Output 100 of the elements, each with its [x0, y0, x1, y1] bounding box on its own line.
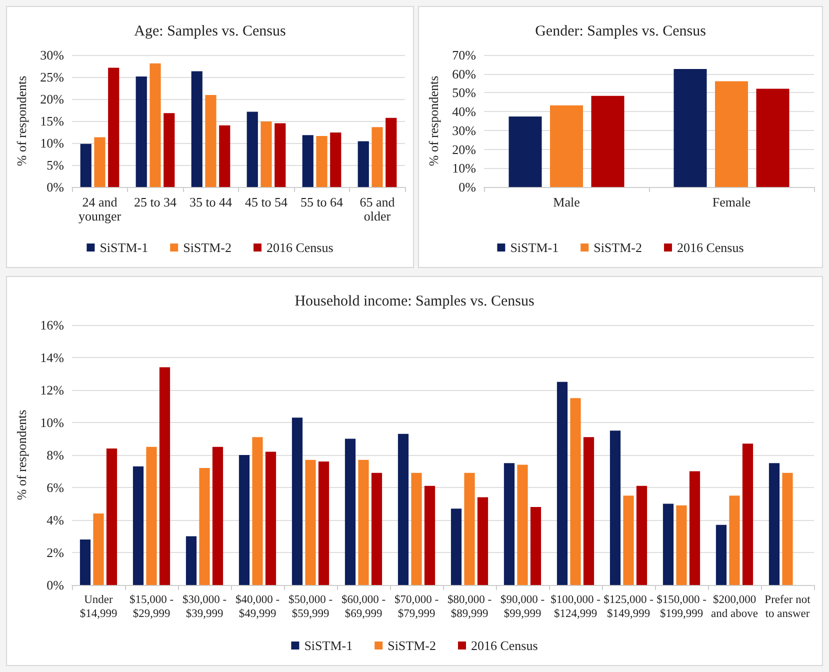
bar [386, 118, 397, 187]
bar [358, 141, 369, 187]
bar [132, 466, 144, 585]
bar [80, 144, 92, 187]
x-tick-label: $70,000 - $79,999 [394, 594, 439, 620]
bar [411, 472, 422, 585]
bar [550, 105, 583, 187]
bar [372, 127, 383, 187]
x-tick-label: $100,000 - $124,999 [550, 594, 601, 620]
bar [146, 446, 157, 585]
x-tick-label: $80,000 - $89,999 [447, 594, 492, 620]
x-tick-label: Female [712, 194, 751, 210]
legend-label: SiSTM-2 [594, 240, 642, 255]
legend-label: SiSTM-1 [304, 638, 353, 653]
x-tick-label: 25 to 34 [134, 194, 178, 210]
y-tick-label: 12% [40, 382, 64, 398]
bar [623, 496, 634, 585]
legend-label: SiSTM-2 [183, 240, 232, 255]
bar [164, 113, 175, 187]
x-tick-label: Under $14,999 [80, 594, 118, 620]
bar [330, 132, 342, 187]
y-tick-label: 14% [40, 350, 64, 365]
x-tick-label: $30,000 - $39,999 [182, 594, 227, 620]
bar [530, 507, 542, 585]
y-tick-label: 10% [452, 160, 476, 176]
bar [716, 524, 727, 585]
legend-label: SiSTM-2 [388, 638, 436, 653]
bar [150, 63, 161, 187]
y-tick-label: 20% [40, 92, 64, 106]
bar [570, 398, 581, 585]
y-axis-title: % of respondents [426, 76, 441, 166]
bar [358, 460, 369, 585]
bar [424, 486, 436, 585]
bar [450, 508, 462, 585]
x-tick-label: $50,000 - $59,999 [288, 594, 333, 620]
bar [252, 437, 263, 585]
y-tick-label: 8% [46, 448, 64, 462]
bar [517, 464, 528, 585]
y-tick-label: 5% [46, 158, 64, 172]
x-tick-label: 45 to 54 [244, 194, 288, 210]
bar [464, 472, 475, 585]
chart-title: Age: Samples vs. Census [134, 24, 286, 40]
bar [782, 472, 793, 585]
bar [477, 497, 488, 585]
bar [556, 382, 568, 585]
x-tick-label: $90,000 - $99,999 [500, 594, 545, 620]
y-axis-title: % of respondents [14, 76, 29, 166]
legend-label: SiSTM-1 [100, 240, 148, 255]
y-tick-label: 0% [46, 578, 64, 592]
bar [305, 460, 316, 585]
bar [636, 486, 648, 585]
y-tick-label: 60% [452, 66, 476, 82]
y-tick-label: 6% [46, 480, 64, 495]
y-tick-label: 70% [452, 48, 476, 62]
bar [212, 446, 224, 585]
bar [80, 540, 91, 585]
bar [371, 472, 382, 585]
y-tick-label: 0% [46, 180, 64, 194]
legend-label: SiSTM-1 [510, 240, 559, 255]
bar [742, 444, 754, 585]
bar [199, 468, 210, 585]
bar [265, 452, 276, 585]
x-tick-label: Prefer not to answer [764, 594, 812, 620]
bar [159, 367, 170, 585]
bar [94, 137, 106, 187]
bar [504, 463, 515, 585]
y-tick-label: 30% [40, 48, 64, 62]
legend-label: 2016 Census [266, 240, 334, 255]
bar [674, 68, 707, 187]
bar [191, 71, 202, 187]
x-tick-label: $15,000 - $29,999 [129, 594, 174, 620]
x-tick-label: 35 to 44 [189, 194, 233, 210]
bar [106, 448, 118, 585]
bar [676, 505, 687, 585]
y-axis-title: % of respondents [14, 410, 29, 500]
y-tick-label: 50% [452, 85, 476, 100]
bar [591, 96, 624, 187]
bar [583, 437, 594, 585]
y-tick-label: 0% [458, 180, 476, 194]
bar [318, 462, 330, 585]
y-tick-label: 40% [452, 104, 476, 120]
bar [93, 514, 104, 585]
bar [136, 76, 147, 187]
bar [238, 455, 250, 585]
bar [302, 135, 314, 187]
x-tick-label: $150,000 - $199,999 [656, 594, 707, 620]
x-tick-label: $125,000 - $149,999 [604, 594, 654, 620]
x-tick-label: Male [553, 194, 580, 210]
y-tick-label: 10% [40, 136, 64, 150]
bar [662, 504, 674, 585]
bar [398, 434, 409, 585]
bar [108, 68, 120, 187]
bar [219, 125, 230, 187]
bar [715, 81, 748, 187]
x-tick-label: 24 and younger [78, 194, 122, 224]
x-tick-label: 55 to 64 [300, 194, 344, 210]
y-tick-label: 2% [46, 545, 64, 560]
legend-label: 2016 Census [676, 240, 744, 255]
bar [610, 430, 621, 585]
chart-title: Gender: Samples vs. Census [535, 24, 706, 40]
